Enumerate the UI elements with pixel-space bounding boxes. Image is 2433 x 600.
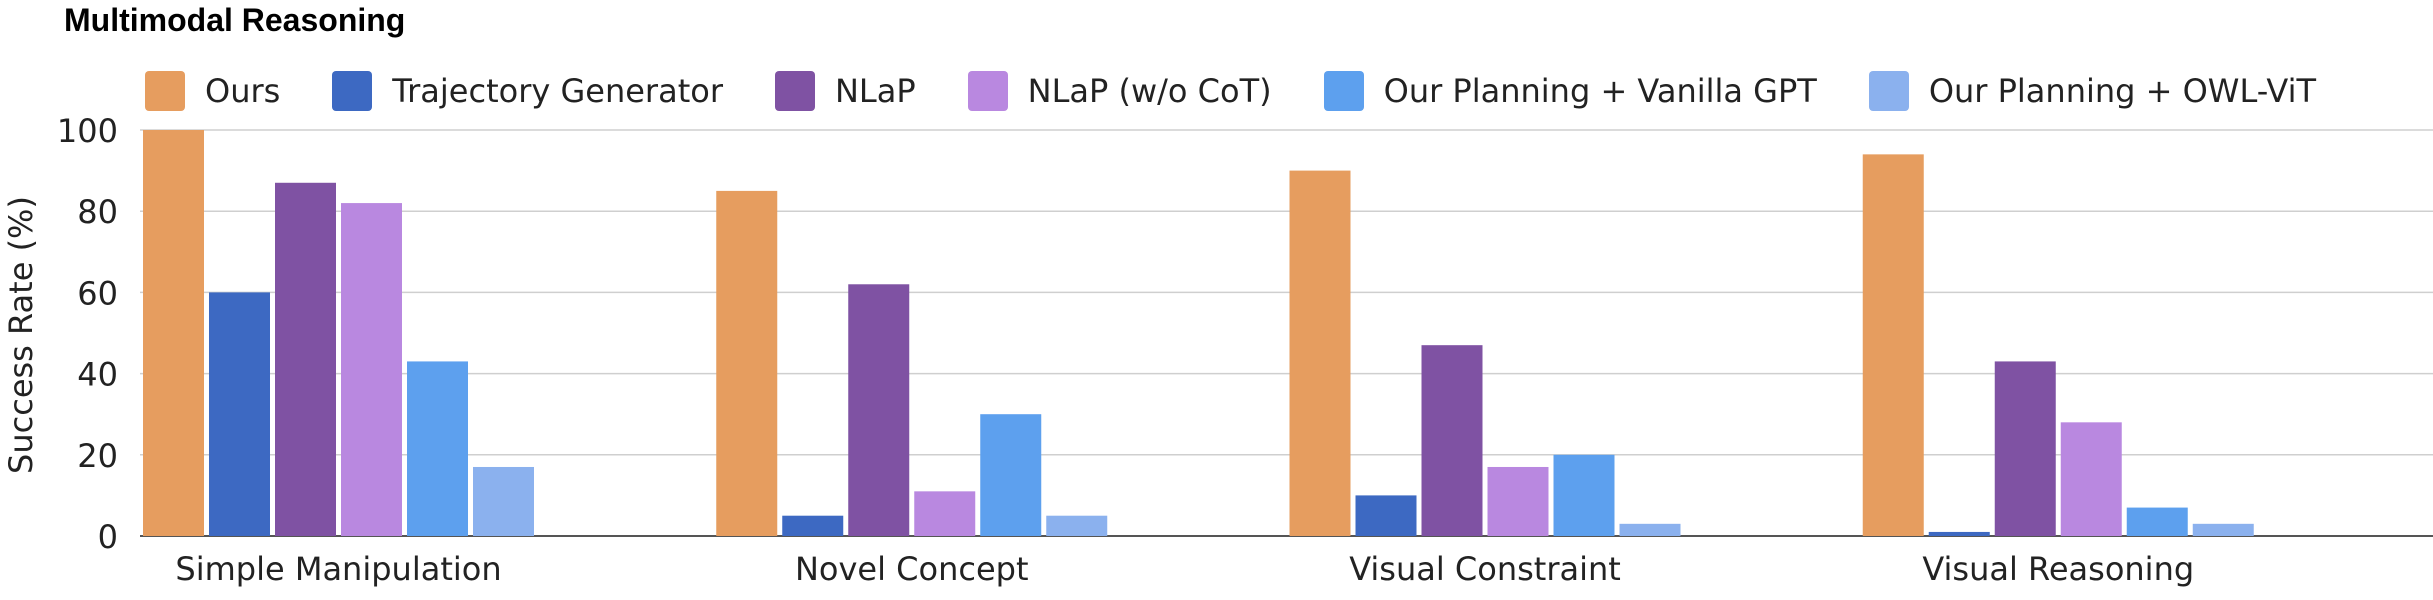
bar-novel-concept-ours — [716, 190, 778, 536]
bars — [143, 130, 2254, 537]
bar-visual-reasoning-our-planning-owl-vit — [2192, 523, 2254, 536]
legend-label: Trajectory Generator — [392, 72, 723, 110]
legend-swatch — [967, 71, 1008, 111]
chart-title: Multimodal Reasoning — [64, 2, 406, 38]
x-tick-label: Visual Constraint — [1349, 550, 1621, 588]
legend-item-trajectory-generator: Trajectory Generator — [332, 71, 723, 111]
bar-novel-concept-nlap — [848, 284, 910, 536]
bar-novel-concept-our-planning-owl-vit — [1046, 515, 1108, 536]
bar-visual-constraint-nlap-w-o-cot — [1487, 466, 1549, 536]
bar-visual-reasoning-nlap — [1994, 361, 2056, 536]
legend-label: NLaP — [834, 72, 916, 110]
bar-visual-constraint-our-planning-vanilla-gpt — [1553, 454, 1615, 536]
y-tick-label: 100 — [57, 112, 118, 150]
bar-simple-manipulation-ours — [143, 130, 204, 536]
legend-item-our-planning-owl-vit: Our Planning + OWL-ViT — [1868, 71, 2316, 111]
legend-label: Our Planning + Vanilla GPT — [1383, 72, 1817, 110]
bar-visual-reasoning-nlap-w-o-cot — [2060, 422, 2122, 536]
bar-visual-reasoning-our-planning-vanilla-gpt — [2126, 507, 2188, 536]
y-tick-label: 40 — [77, 356, 118, 394]
bar-simple-manipulation-nlap — [275, 182, 336, 536]
bar-visual-constraint-ours — [1289, 170, 1351, 536]
bar-novel-concept-nlap-w-o-cot — [914, 491, 976, 536]
y-tick-label: 20 — [77, 437, 118, 475]
legend-swatch — [1323, 71, 1364, 111]
bar-simple-manipulation-our-planning-vanilla-gpt — [407, 361, 468, 536]
bar-visual-constraint-trajectory-generator — [1355, 495, 1417, 536]
chart-legend: Ours Trajectory Generator NLaP NLaP (w/o Co… — [145, 66, 2368, 116]
y-axis-label: Success Rate (%) — [2, 196, 40, 474]
y-tick-label: 60 — [77, 274, 118, 312]
x-axis-ticks: Simple Manipulation Novel Concept Visual C… — [175, 550, 2194, 588]
legend-label: Ours — [205, 72, 281, 110]
legend-swatch — [774, 71, 815, 111]
y-tick-label: 0 — [98, 518, 118, 556]
legend-label: Our Planning + OWL-ViT — [1928, 72, 2316, 110]
bar-simple-manipulation-our-planning-owl-vit — [473, 466, 534, 536]
bar-visual-constraint-nlap — [1421, 345, 1483, 536]
legend-item-nlap: NLaP — [774, 71, 916, 111]
x-tick-label: Visual Reasoning — [1922, 550, 2194, 588]
x-tick-label: Novel Concept — [795, 550, 1029, 588]
legend-swatch — [332, 71, 373, 111]
legend-item-nlap-w-o-cot: NLaP (w/o CoT) — [967, 71, 1272, 111]
legend-item-ours: Ours — [145, 71, 280, 111]
bar-novel-concept-our-planning-vanilla-gpt — [980, 414, 1042, 536]
x-tick-label: Simple Manipulation — [175, 550, 501, 588]
bar-novel-concept-trajectory-generator — [782, 515, 844, 536]
y-axis-ticks: 0 20 40 60 80 100 — [57, 112, 118, 556]
legend-swatch — [145, 71, 185, 111]
bar-visual-reasoning-ours — [1862, 154, 1924, 537]
bar-simple-manipulation-nlap-w-o-cot — [341, 203, 402, 536]
bar-visual-constraint-our-planning-owl-vit — [1619, 523, 1681, 536]
legend-item-our-planning-vanilla-gpt: Our Planning + Vanilla GPT — [1323, 71, 1817, 111]
legend-swatch — [1868, 71, 1909, 111]
y-tick-label: 80 — [77, 193, 118, 231]
bar-simple-manipulation-trajectory-generator — [209, 292, 270, 536]
bar-visual-reasoning-trajectory-generator — [1928, 531, 1990, 536]
legend-label: NLaP (w/o CoT) — [1027, 72, 1272, 110]
